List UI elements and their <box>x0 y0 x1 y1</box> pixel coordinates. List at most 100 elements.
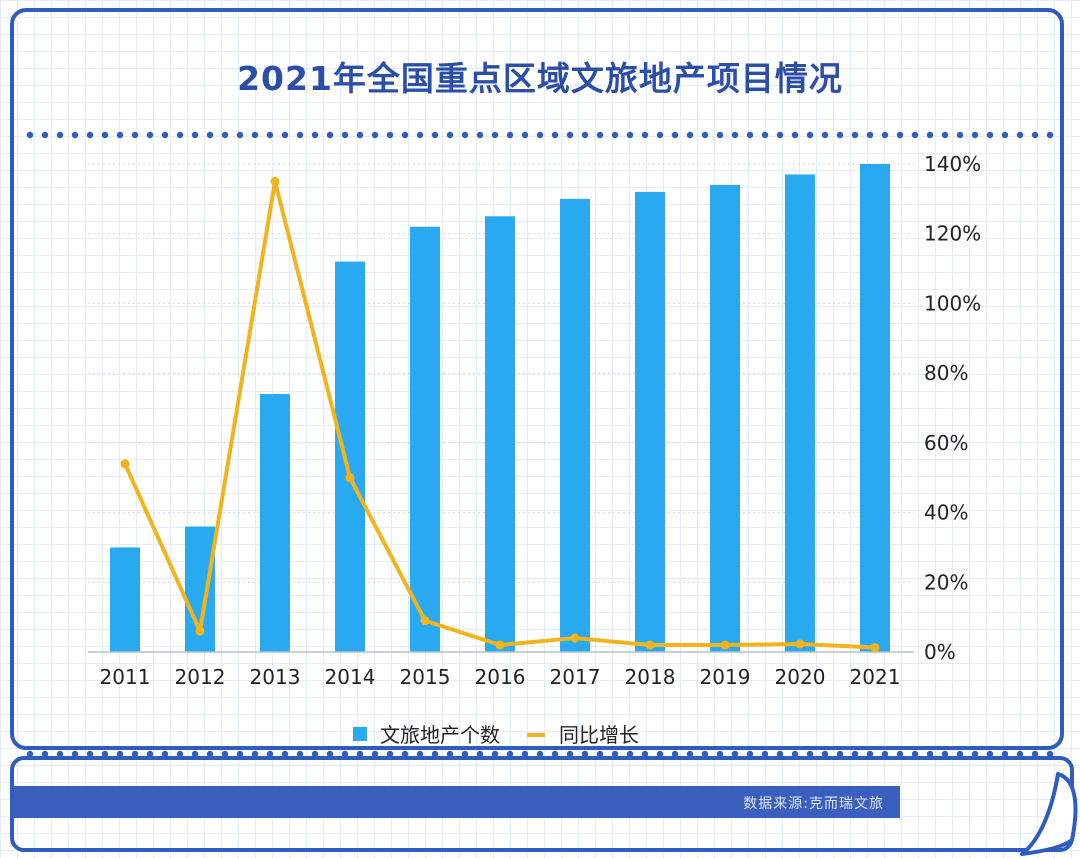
x-tick-label: 2015 <box>400 665 451 689</box>
bar-2016 <box>485 216 515 653</box>
x-tick-label: 2011 <box>100 665 151 689</box>
bar-2021 <box>860 164 890 652</box>
divider-dot <box>611 750 619 758</box>
divider-dot <box>326 131 334 139</box>
divider-dot <box>251 131 259 139</box>
divider-dot <box>101 131 109 139</box>
divider-dot <box>476 131 484 139</box>
divider-dot <box>431 750 439 758</box>
divider-dot <box>701 750 709 758</box>
divider-dot <box>401 750 409 758</box>
divider-dot <box>791 750 799 758</box>
divider-dot <box>311 750 319 758</box>
x-tick-label: 2013 <box>250 665 301 689</box>
divider-dot <box>191 131 199 139</box>
divider-dot <box>26 131 34 139</box>
divider-dot <box>416 750 424 758</box>
divider-dot <box>371 131 379 139</box>
y-tick-label: 140% <box>924 152 981 176</box>
divider-dot <box>446 131 454 139</box>
divider-dot <box>296 131 304 139</box>
divider-dot <box>71 131 79 139</box>
divider-dot <box>131 750 139 758</box>
x-tick-label: 2014 <box>325 665 376 689</box>
legend-bar-swatch <box>353 727 367 741</box>
divider-dot <box>641 750 649 758</box>
divider-dot <box>836 131 844 139</box>
divider-dot <box>56 131 64 139</box>
divider-dot <box>761 131 769 139</box>
divider-dot <box>1046 131 1054 139</box>
divider-dot <box>536 750 544 758</box>
growth-point-2021 <box>870 642 880 652</box>
divider-dot <box>206 131 214 139</box>
divider-dot <box>176 750 184 758</box>
divider-dot <box>191 750 199 758</box>
divider-dot <box>461 750 469 758</box>
divider-dot <box>116 750 124 758</box>
divider-dot <box>1046 750 1054 758</box>
divider-dot <box>86 131 94 139</box>
divider-dot <box>491 750 499 758</box>
bar-2011 <box>110 547 140 652</box>
growth-point-2017 <box>570 633 580 643</box>
divider-dot <box>566 131 574 139</box>
growth-point-2014 <box>345 473 355 483</box>
divider-dot <box>656 131 664 139</box>
y-tick-labels: 0% 20% 40% 60% 80% 100% 120% 140% <box>924 152 981 664</box>
divider-dot <box>896 750 904 758</box>
legend-line-label: 同比增长 <box>559 723 639 747</box>
divider-dot <box>356 750 364 758</box>
divider-dot <box>821 750 829 758</box>
divider-dot <box>506 131 514 139</box>
y-tick-label: 40% <box>924 501 968 525</box>
growth-point-2018 <box>645 640 655 650</box>
growth-point-2016 <box>495 640 505 650</box>
growth-point-2015 <box>420 616 430 626</box>
divider-dot <box>656 750 664 758</box>
divider-dot <box>266 131 274 139</box>
divider-dot <box>971 750 979 758</box>
x-tick-label: 2018 <box>625 665 676 689</box>
divider-dot <box>1016 750 1024 758</box>
divider-dot <box>161 750 169 758</box>
divider-dot <box>911 131 919 139</box>
divider-dot <box>311 131 319 139</box>
divider-dot <box>506 750 514 758</box>
divider-dot <box>881 750 889 758</box>
divider-dot <box>251 750 259 758</box>
divider-dot <box>491 131 499 139</box>
divider-dot <box>536 131 544 139</box>
divider-dot <box>626 750 634 758</box>
divider-dot <box>356 131 364 139</box>
y-tick-label: 20% <box>924 570 968 594</box>
divider-dot <box>686 131 694 139</box>
divider-dot <box>161 131 169 139</box>
divider-dot <box>596 131 604 139</box>
y-tick-label: 80% <box>924 361 968 385</box>
bar-2018 <box>635 191 665 652</box>
divider-dot <box>266 750 274 758</box>
divider-dot <box>221 131 229 139</box>
divider-dot <box>431 131 439 139</box>
dotted-divider-bottom <box>26 750 1054 758</box>
divider-dot <box>911 750 919 758</box>
divider-dot <box>686 750 694 758</box>
divider-dot <box>746 131 754 139</box>
divider-dot <box>731 750 739 758</box>
divider-dot <box>731 131 739 139</box>
page-curl-icon <box>1020 772 1078 856</box>
divider-dot <box>956 131 964 139</box>
x-tick-labels: 2011 2012 2013 2014 2015 2016 2017 2018 2019 2020… <box>100 665 901 689</box>
divider-dot <box>476 750 484 758</box>
divider-dot <box>866 750 874 758</box>
y-tick-label: 120% <box>924 222 981 246</box>
divider-dot <box>626 131 634 139</box>
divider-dot <box>986 131 994 139</box>
x-tick-label: 2019 <box>700 665 751 689</box>
divider-dot <box>461 131 469 139</box>
divider-dot <box>1001 750 1009 758</box>
divider-dot <box>71 750 79 758</box>
y-tick-label: 100% <box>924 291 981 315</box>
